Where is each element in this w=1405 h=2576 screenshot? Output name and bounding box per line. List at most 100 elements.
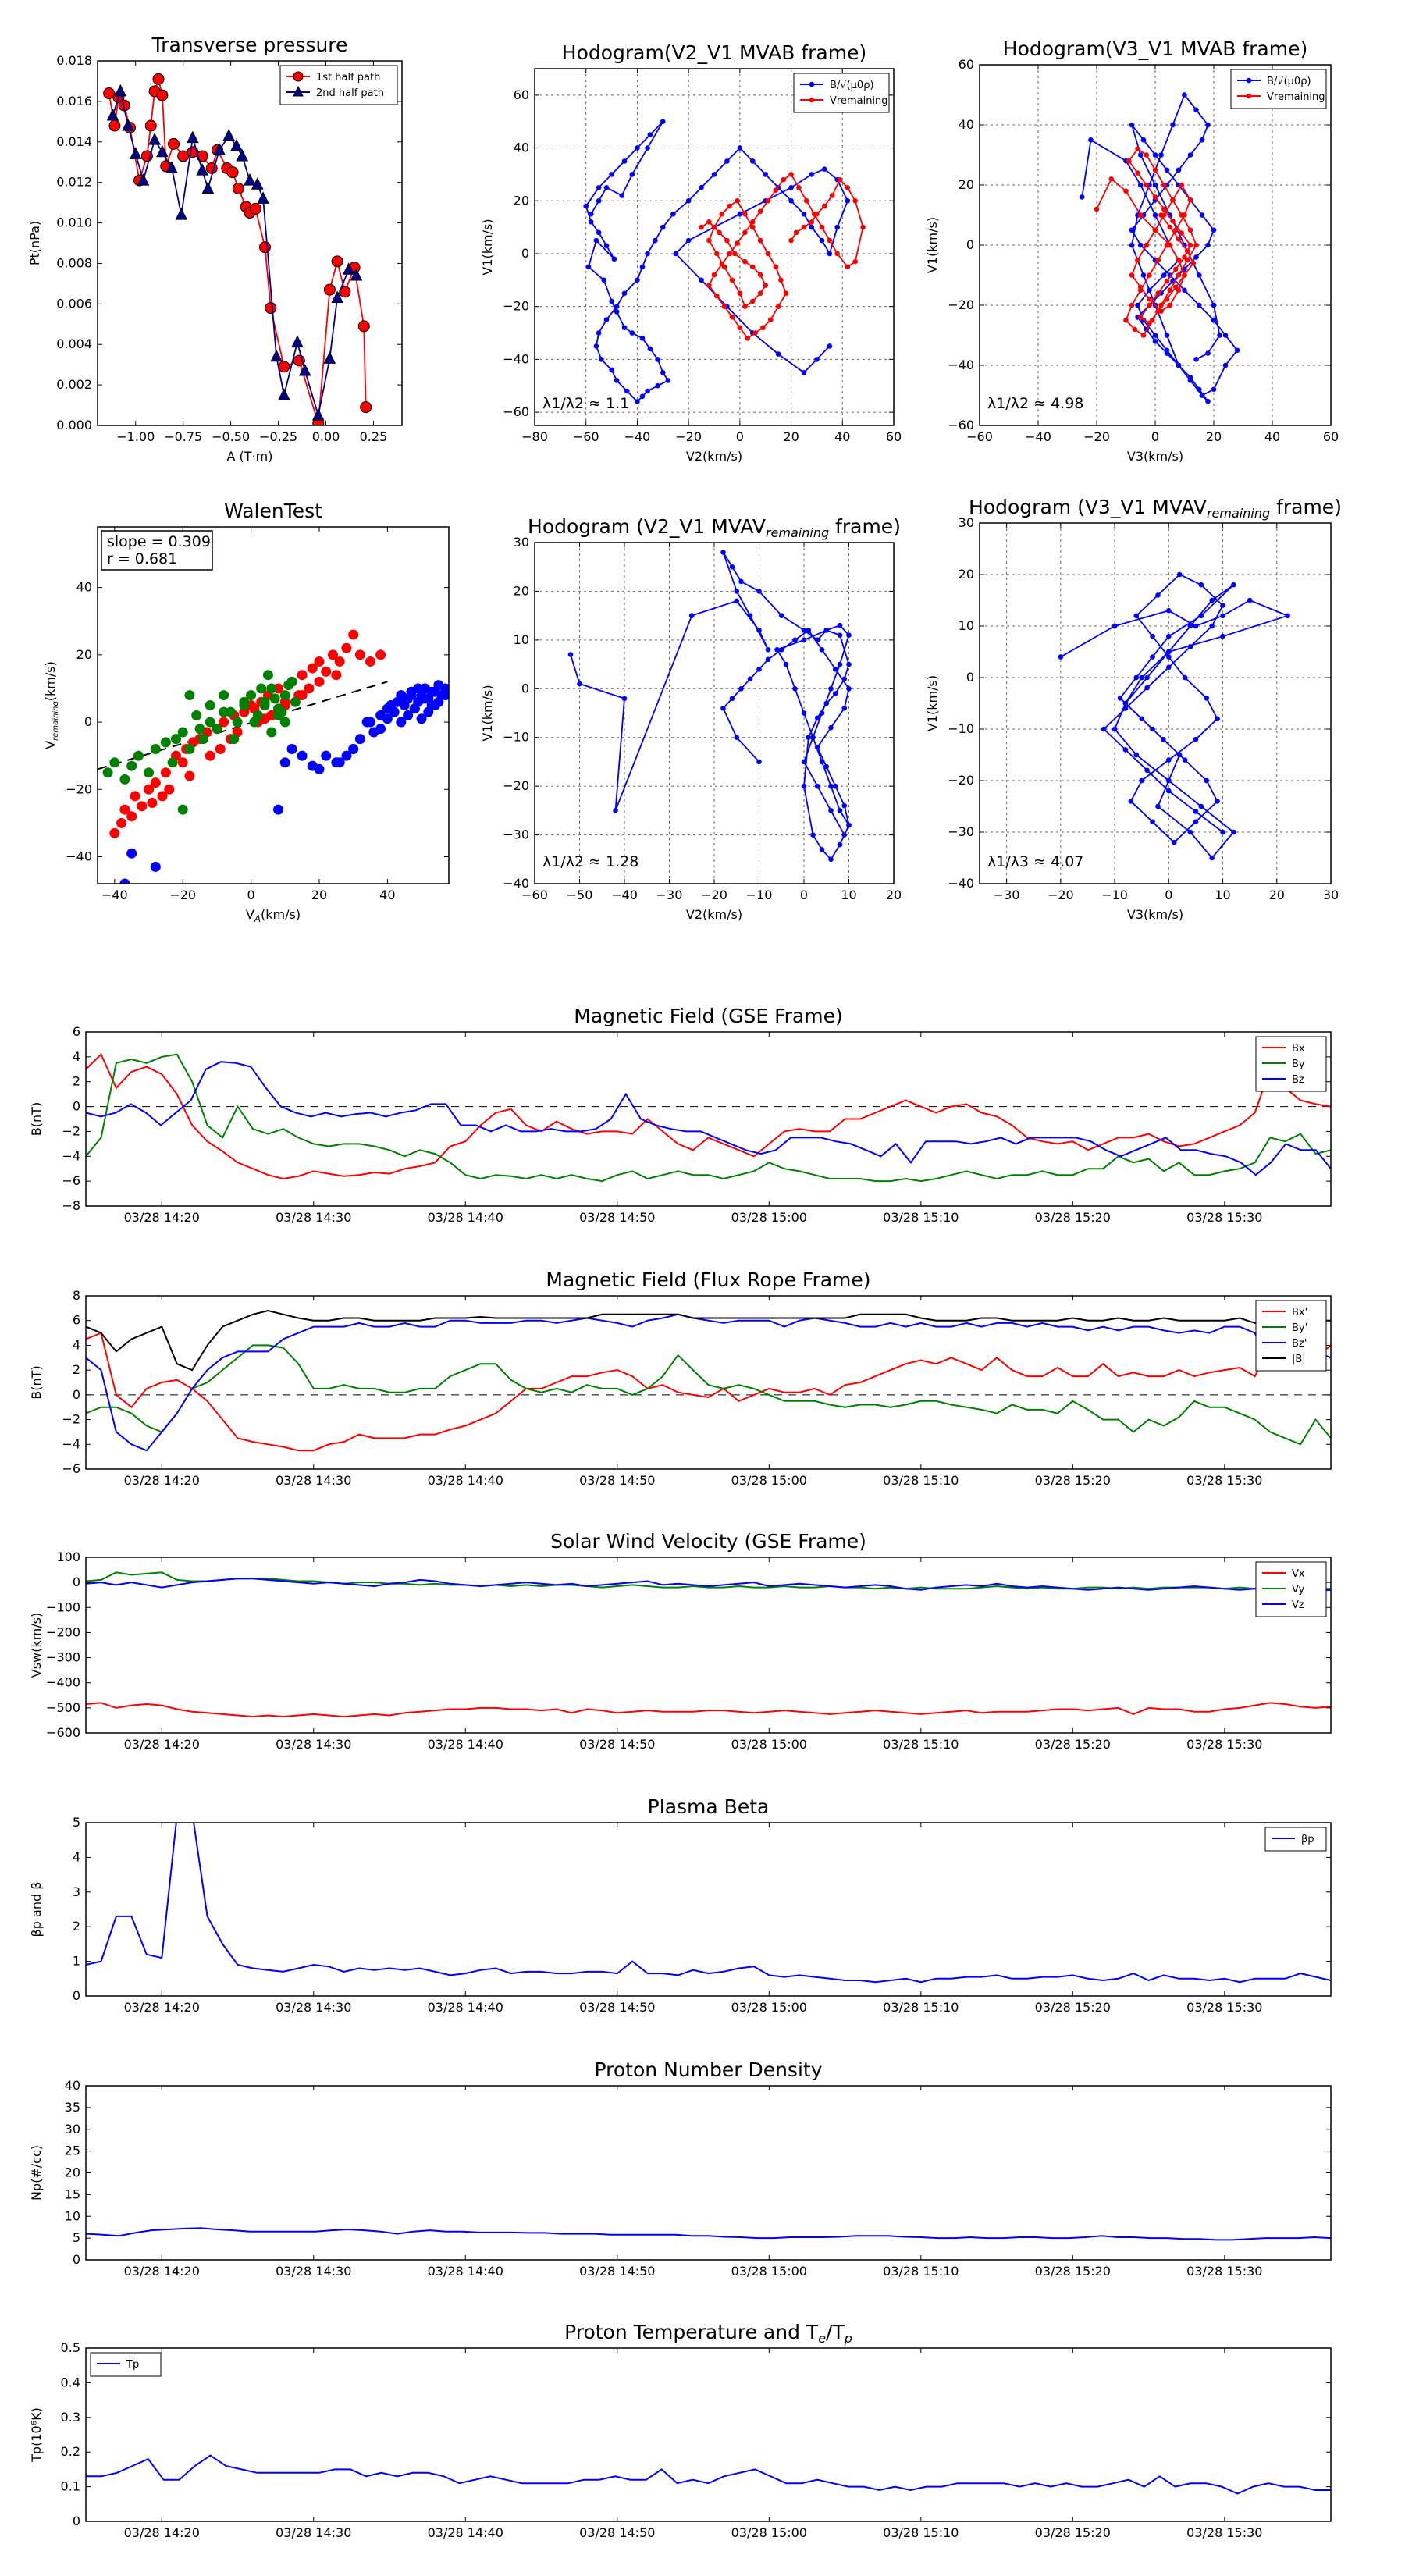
eigenvalue-ratio-annotation: λ1/λ3 ≈ 4.07	[987, 853, 1083, 870]
data-layer	[86, 1052, 1331, 1183]
data-point	[1164, 297, 1170, 302]
data-point	[792, 637, 798, 643]
data-point	[783, 290, 789, 297]
data-point	[331, 290, 343, 304]
scatter-point	[160, 767, 171, 778]
data-point	[670, 211, 676, 217]
data-point	[1198, 803, 1204, 809]
data-point	[278, 361, 290, 373]
x-tick-label: −60	[966, 429, 993, 444]
data-point	[724, 237, 730, 244]
data-point	[1220, 613, 1225, 619]
data-point	[249, 202, 261, 215]
data-point	[201, 181, 215, 194]
x-tick-label: 0	[247, 888, 255, 902]
chart-panel-10: Proton Number Density 03/28 14:20 03/28 14…	[29, 2058, 1332, 2279]
data-point	[1152, 338, 1158, 344]
scatter-point	[416, 713, 427, 724]
x-axis-label: A (T·m)	[227, 449, 273, 464]
scatter-point	[419, 693, 430, 704]
data-point	[645, 145, 650, 151]
data-point	[775, 304, 781, 309]
data-point	[1135, 146, 1140, 152]
data-point	[720, 550, 726, 555]
scatter-point	[170, 734, 181, 745]
data-layer	[102, 629, 449, 884]
data-point	[1144, 242, 1150, 248]
scatter-point	[314, 676, 325, 687]
data-point	[688, 613, 695, 618]
data-point	[577, 681, 582, 687]
y-tick-label: 4	[73, 1849, 80, 1864]
data-point	[829, 193, 835, 198]
scatter-point	[191, 710, 202, 720]
legend-label: B/√(μ0ρ)	[1267, 76, 1311, 87]
y-tick-label: 6	[73, 1024, 80, 1039]
y-axis-label: Vsw(km/s)	[29, 1613, 44, 1678]
y-tick-label: 15	[65, 2186, 80, 2201]
data-point	[1204, 696, 1210, 701]
data-point	[1088, 137, 1094, 143]
data-point	[1211, 302, 1217, 308]
scatter-point	[177, 727, 188, 738]
data-point	[1167, 224, 1173, 230]
data-point	[665, 378, 671, 383]
data-point	[860, 224, 866, 230]
data-point	[629, 330, 635, 336]
data-point	[806, 628, 812, 633]
data-point	[1222, 333, 1229, 338]
scatter-point	[297, 750, 308, 761]
data-point	[1187, 375, 1193, 380]
x-tick-label: −20	[675, 429, 702, 444]
data-point	[1140, 333, 1147, 338]
scatter-point	[160, 737, 171, 748]
data-point	[724, 158, 730, 164]
data-point	[819, 237, 825, 244]
y-tick-label: 30	[65, 2122, 80, 2137]
scatter-point	[137, 801, 148, 812]
data-point	[1132, 326, 1138, 333]
y-tick-label: 20	[65, 2165, 80, 2180]
x-axis-label: V3(km/s)	[1127, 449, 1183, 464]
data-point	[828, 856, 834, 863]
y-tick-label: −10	[948, 721, 974, 736]
data-point	[845, 185, 851, 190]
data-point	[717, 229, 722, 236]
data-point	[834, 251, 841, 257]
scatter-point	[147, 798, 158, 809]
data-point	[801, 710, 807, 716]
x-tick-label: 10	[1215, 888, 1230, 902]
data-point	[819, 224, 825, 230]
y-tick-label: 100	[56, 1550, 80, 1564]
scatter-point	[126, 811, 137, 822]
legend-label: B/√(μ0ρ)	[830, 80, 874, 91]
data-point	[1079, 194, 1085, 200]
data-point	[823, 628, 830, 633]
data-point	[1170, 218, 1176, 224]
y-tick-label: 35	[65, 2100, 80, 2115]
scatter-point	[365, 717, 376, 728]
data-point	[106, 108, 119, 121]
data-point	[767, 317, 774, 322]
data-point	[655, 357, 661, 362]
data-point	[832, 667, 838, 672]
scatter-point	[314, 656, 325, 667]
data-point	[749, 298, 756, 304]
y-tick-label: 0.012	[56, 175, 92, 190]
data-point	[1205, 398, 1211, 404]
scatter-point	[321, 666, 332, 677]
x-tick-label: 03/28 15:20	[1035, 1210, 1111, 1225]
data-point	[1152, 212, 1158, 218]
data-point	[1231, 582, 1236, 588]
data-point	[841, 832, 848, 838]
data-point	[1209, 855, 1215, 861]
plot-frame	[85, 1557, 1332, 1734]
x-tick-label: −0.50	[212, 429, 250, 444]
data-point	[156, 89, 169, 101]
chart-panel-11: Proton Temperature and Te/Tp 03/28 14:20 0…	[29, 2321, 1332, 2540]
chart-panel-5: Hodogram (V3_V1 MVAVremaining frame) −30 −…	[925, 496, 1342, 922]
data-point	[749, 224, 756, 230]
data-point	[357, 320, 370, 333]
data-point	[801, 783, 807, 789]
data-point	[298, 363, 311, 376]
